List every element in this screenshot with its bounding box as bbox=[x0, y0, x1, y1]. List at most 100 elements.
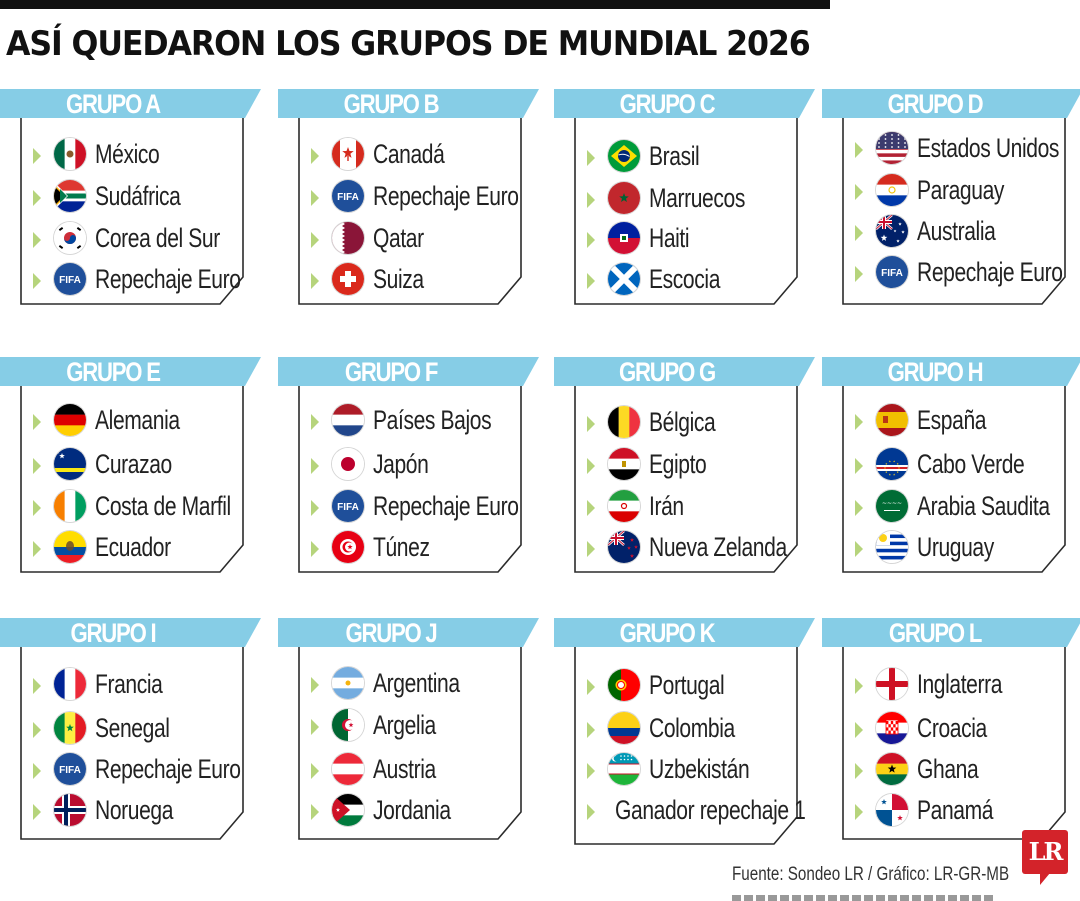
group-header-banner bbox=[554, 618, 815, 647]
team-row: Cabo Verde bbox=[822, 448, 1080, 482]
team-row: Inglaterra bbox=[822, 668, 1080, 702]
australia-flag-icon bbox=[876, 215, 908, 247]
england-flag-icon bbox=[876, 668, 908, 700]
paraguay-flag-icon bbox=[876, 174, 908, 206]
group-header-banner bbox=[0, 618, 261, 647]
team-name: Bélgica bbox=[649, 407, 716, 437]
team-name: Qatar bbox=[373, 223, 424, 253]
triangle-bullet-icon bbox=[587, 541, 595, 557]
team-name: Australia bbox=[917, 216, 996, 246]
group-card-j: GRUPO J Argentina Argelia Austria Jordan… bbox=[278, 618, 540, 840]
team-row: Corea del Sur bbox=[0, 222, 262, 256]
group-header-banner bbox=[0, 357, 261, 386]
team-row: Egipto bbox=[554, 448, 816, 482]
group-header-banner bbox=[278, 618, 539, 647]
team-name: Argentina bbox=[373, 668, 460, 698]
team-name: Ghana bbox=[917, 754, 979, 784]
team-row: México bbox=[0, 138, 262, 172]
team-row: Colombia bbox=[554, 712, 816, 746]
ghana-flag-icon bbox=[876, 753, 908, 785]
triangle-bullet-icon bbox=[33, 804, 41, 820]
cropped-footer-line bbox=[732, 895, 994, 901]
scotland-flag-icon bbox=[608, 263, 640, 295]
team-name: Cabo Verde bbox=[917, 449, 1025, 479]
group-title: GRUPO F bbox=[344, 357, 438, 387]
group-header-banner bbox=[554, 89, 815, 118]
group-card-d: GRUPO D Estados Unidos Paraguay Australi… bbox=[822, 89, 1080, 309]
group-card-i: GRUPO I Francia Senegal FIFA Repechaje E… bbox=[0, 618, 262, 840]
triangle-bullet-icon bbox=[311, 763, 319, 779]
team-name: México bbox=[95, 139, 160, 169]
group-title: GRUPO H bbox=[887, 357, 984, 387]
triangle-bullet-icon bbox=[311, 190, 319, 206]
triangle-bullet-icon bbox=[855, 184, 863, 200]
group-header-banner bbox=[278, 89, 539, 118]
belgium-flag-icon bbox=[608, 406, 640, 438]
team-row: FIFA Repechaje Euro bbox=[0, 263, 262, 297]
haiti-flag-icon bbox=[608, 222, 640, 254]
team-row: Jordania bbox=[278, 794, 540, 828]
croatia-flag-icon bbox=[876, 712, 908, 744]
triangle-bullet-icon bbox=[311, 232, 319, 248]
spain-flag-icon bbox=[876, 404, 908, 436]
svg-text:FIFA: FIFA bbox=[337, 192, 359, 203]
triangle-bullet-icon bbox=[587, 150, 595, 166]
team-row: Austria bbox=[278, 753, 540, 787]
team-row: Ganador repechaje 1 bbox=[554, 794, 816, 828]
team-name: Croacia bbox=[917, 713, 987, 743]
triangle-bullet-icon bbox=[311, 804, 319, 820]
team-name: Colombia bbox=[649, 713, 735, 743]
team-name: Estados Unidos bbox=[917, 133, 1060, 163]
group-title: GRUPO C bbox=[619, 89, 716, 119]
team-name: Canadá bbox=[373, 139, 445, 169]
triangle-bullet-icon bbox=[311, 677, 319, 693]
south-korea-flag-icon bbox=[54, 222, 86, 254]
group-title: GRUPO A bbox=[66, 89, 161, 119]
team-row: Estados Unidos bbox=[822, 132, 1080, 166]
team-row: Irán bbox=[554, 490, 816, 524]
team-name: Senegal bbox=[95, 713, 170, 743]
group-header: GRUPO H bbox=[822, 357, 1080, 387]
group-card-c: GRUPO C Brasil Marruecos Haiti Escocia bbox=[554, 89, 816, 309]
usa-flag-icon bbox=[876, 132, 908, 164]
austria-flag-icon bbox=[332, 753, 364, 785]
team-row: Canadá bbox=[278, 138, 540, 172]
saudi-arabia-flag-icon: ~~~~ bbox=[876, 490, 908, 522]
triangle-bullet-icon bbox=[311, 500, 319, 516]
triangle-bullet-icon bbox=[311, 719, 319, 735]
group-title: GRUPO I bbox=[70, 618, 157, 648]
triangle-bullet-icon bbox=[587, 192, 595, 208]
svg-text:FIFA: FIFA bbox=[337, 502, 359, 513]
group-title: GRUPO D bbox=[887, 89, 984, 119]
group-header: GRUPO I bbox=[0, 618, 262, 648]
group-title: GRUPO B bbox=[343, 89, 440, 119]
argentina-flag-icon bbox=[332, 667, 364, 699]
team-row: Nueva Zelanda bbox=[554, 531, 816, 565]
team-row: Australia bbox=[822, 215, 1080, 249]
tunisia-flag-icon bbox=[332, 531, 364, 563]
fifa-badge-icon: FIFA bbox=[54, 753, 86, 785]
uzbekistan-flag-icon bbox=[608, 753, 640, 785]
team-row: FIFA Repechaje Euro bbox=[278, 490, 540, 524]
algeria-flag-icon bbox=[332, 709, 364, 741]
team-name: Repechaje Euro bbox=[373, 491, 519, 521]
triangle-bullet-icon bbox=[33, 190, 41, 206]
portugal-flag-icon bbox=[608, 669, 640, 701]
team-row: Croacia bbox=[822, 712, 1080, 746]
team-name: Países Bajos bbox=[373, 405, 492, 435]
netherlands-flag-icon bbox=[332, 404, 364, 436]
curacao-flag-icon bbox=[54, 448, 86, 480]
svg-text:FIFA: FIFA bbox=[59, 765, 81, 776]
triangle-bullet-icon bbox=[855, 458, 863, 474]
triangle-bullet-icon bbox=[855, 142, 863, 158]
triangle-bullet-icon bbox=[587, 763, 595, 779]
team-name: Alemania bbox=[95, 405, 180, 435]
group-header-banner bbox=[554, 357, 815, 386]
iran-flag-icon bbox=[608, 490, 640, 522]
ecuador-flag-icon bbox=[54, 531, 86, 563]
group-header-banner bbox=[0, 89, 261, 118]
group-card-k: GRUPO K Portugal Colombia Uzbekistán Gan… bbox=[554, 618, 816, 845]
triangle-bullet-icon bbox=[33, 722, 41, 738]
team-name: Portugal bbox=[649, 670, 725, 700]
team-row: Qatar bbox=[278, 222, 540, 256]
